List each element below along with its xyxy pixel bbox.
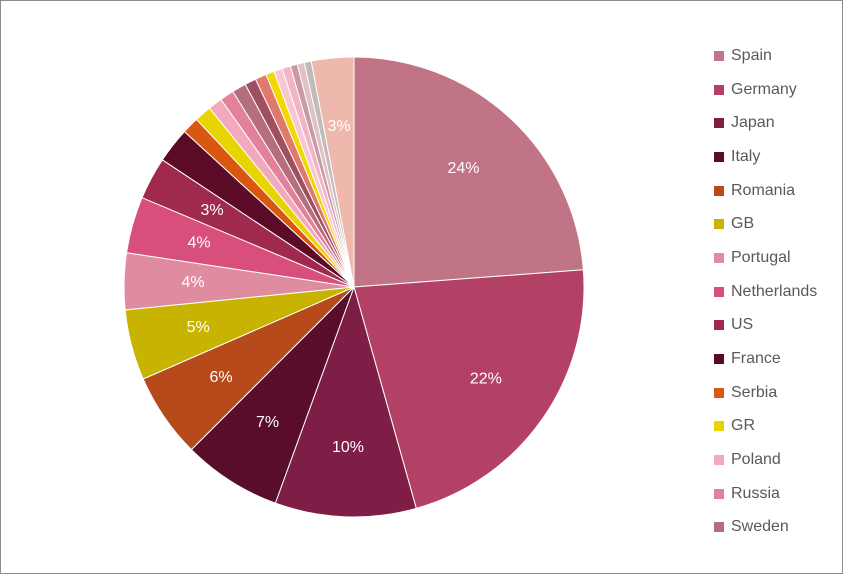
legend-swatch	[714, 252, 724, 263]
legend-item-italy: Italy	[714, 140, 817, 174]
legend-label: France	[731, 350, 781, 368]
legend-item-netherlands: Netherlands	[714, 275, 817, 309]
pie-slice-japan	[274, 285, 417, 518]
legend-item-poland: Poland	[714, 443, 817, 477]
legend-swatch	[714, 387, 724, 398]
legend-item-spain: Spain	[714, 39, 817, 73]
legend-swatch	[714, 320, 724, 331]
legend-item-russia: Russia	[714, 477, 817, 511]
legend-item-romania: Romania	[714, 174, 817, 208]
legend-swatch	[714, 151, 724, 162]
data-label: 3%	[327, 118, 350, 135]
legend-label: Portugal	[731, 248, 791, 266]
legend-label: GB	[731, 215, 755, 233]
legend-item-sweden: Sweden	[714, 511, 817, 545]
data-label: 22%	[470, 371, 502, 388]
legend-swatch	[714, 84, 724, 95]
legend-label: Germany	[731, 80, 797, 98]
legend-swatch	[714, 488, 724, 499]
legend-swatch	[714, 219, 724, 230]
legend-item-germany: Germany	[714, 73, 817, 107]
legend-label: Netherlands	[731, 282, 818, 300]
legend-item-gb: GB	[714, 207, 817, 241]
legend-label: US	[731, 316, 754, 334]
legend-item-serbia: Serbia	[714, 376, 817, 410]
legend-swatch	[714, 455, 724, 466]
data-label: 4%	[187, 235, 210, 252]
legend-label: Japan	[731, 114, 775, 132]
data-label: 24%	[447, 160, 479, 177]
pie-slice-spain	[353, 56, 584, 288]
legend-item-japan: Japan	[714, 106, 817, 140]
legend: Spain Germany Japan Italy Romania GB Portugal N…	[714, 39, 817, 544]
legend-label: Italy	[731, 147, 761, 165]
legend-item-gr: GR	[714, 410, 817, 444]
legend-item-us: US	[714, 309, 817, 343]
legend-label: Sweden	[731, 518, 789, 536]
legend-item-portugal: Portugal	[714, 241, 817, 275]
legend-label: Serbia	[731, 383, 778, 401]
legend-swatch	[714, 522, 724, 533]
legend-swatch	[714, 354, 724, 365]
pie-chart: 24% 22% 10% 7% 6% 5% 4% 4% 3% 3%	[123, 56, 585, 518]
legend-label: GR	[731, 417, 755, 435]
data-label: 10%	[332, 439, 364, 456]
legend-label: Poland	[731, 451, 781, 469]
legend-swatch	[714, 118, 724, 129]
legend-label: Romania	[731, 181, 796, 199]
data-label: 4%	[182, 274, 205, 291]
legend-swatch	[714, 185, 724, 196]
legend-label: Spain	[731, 46, 772, 64]
data-label: 3%	[201, 202, 224, 219]
legend-label: Russia	[731, 484, 780, 502]
legend-swatch	[714, 286, 724, 297]
pie-slice-germany	[353, 269, 585, 510]
data-label: 5%	[187, 319, 210, 336]
legend-swatch	[714, 50, 724, 61]
data-label: 7%	[256, 414, 279, 431]
pie-slice-23	[310, 56, 355, 288]
data-label: 6%	[209, 369, 232, 386]
legend-item-france: France	[714, 342, 817, 376]
legend-swatch	[714, 421, 724, 432]
